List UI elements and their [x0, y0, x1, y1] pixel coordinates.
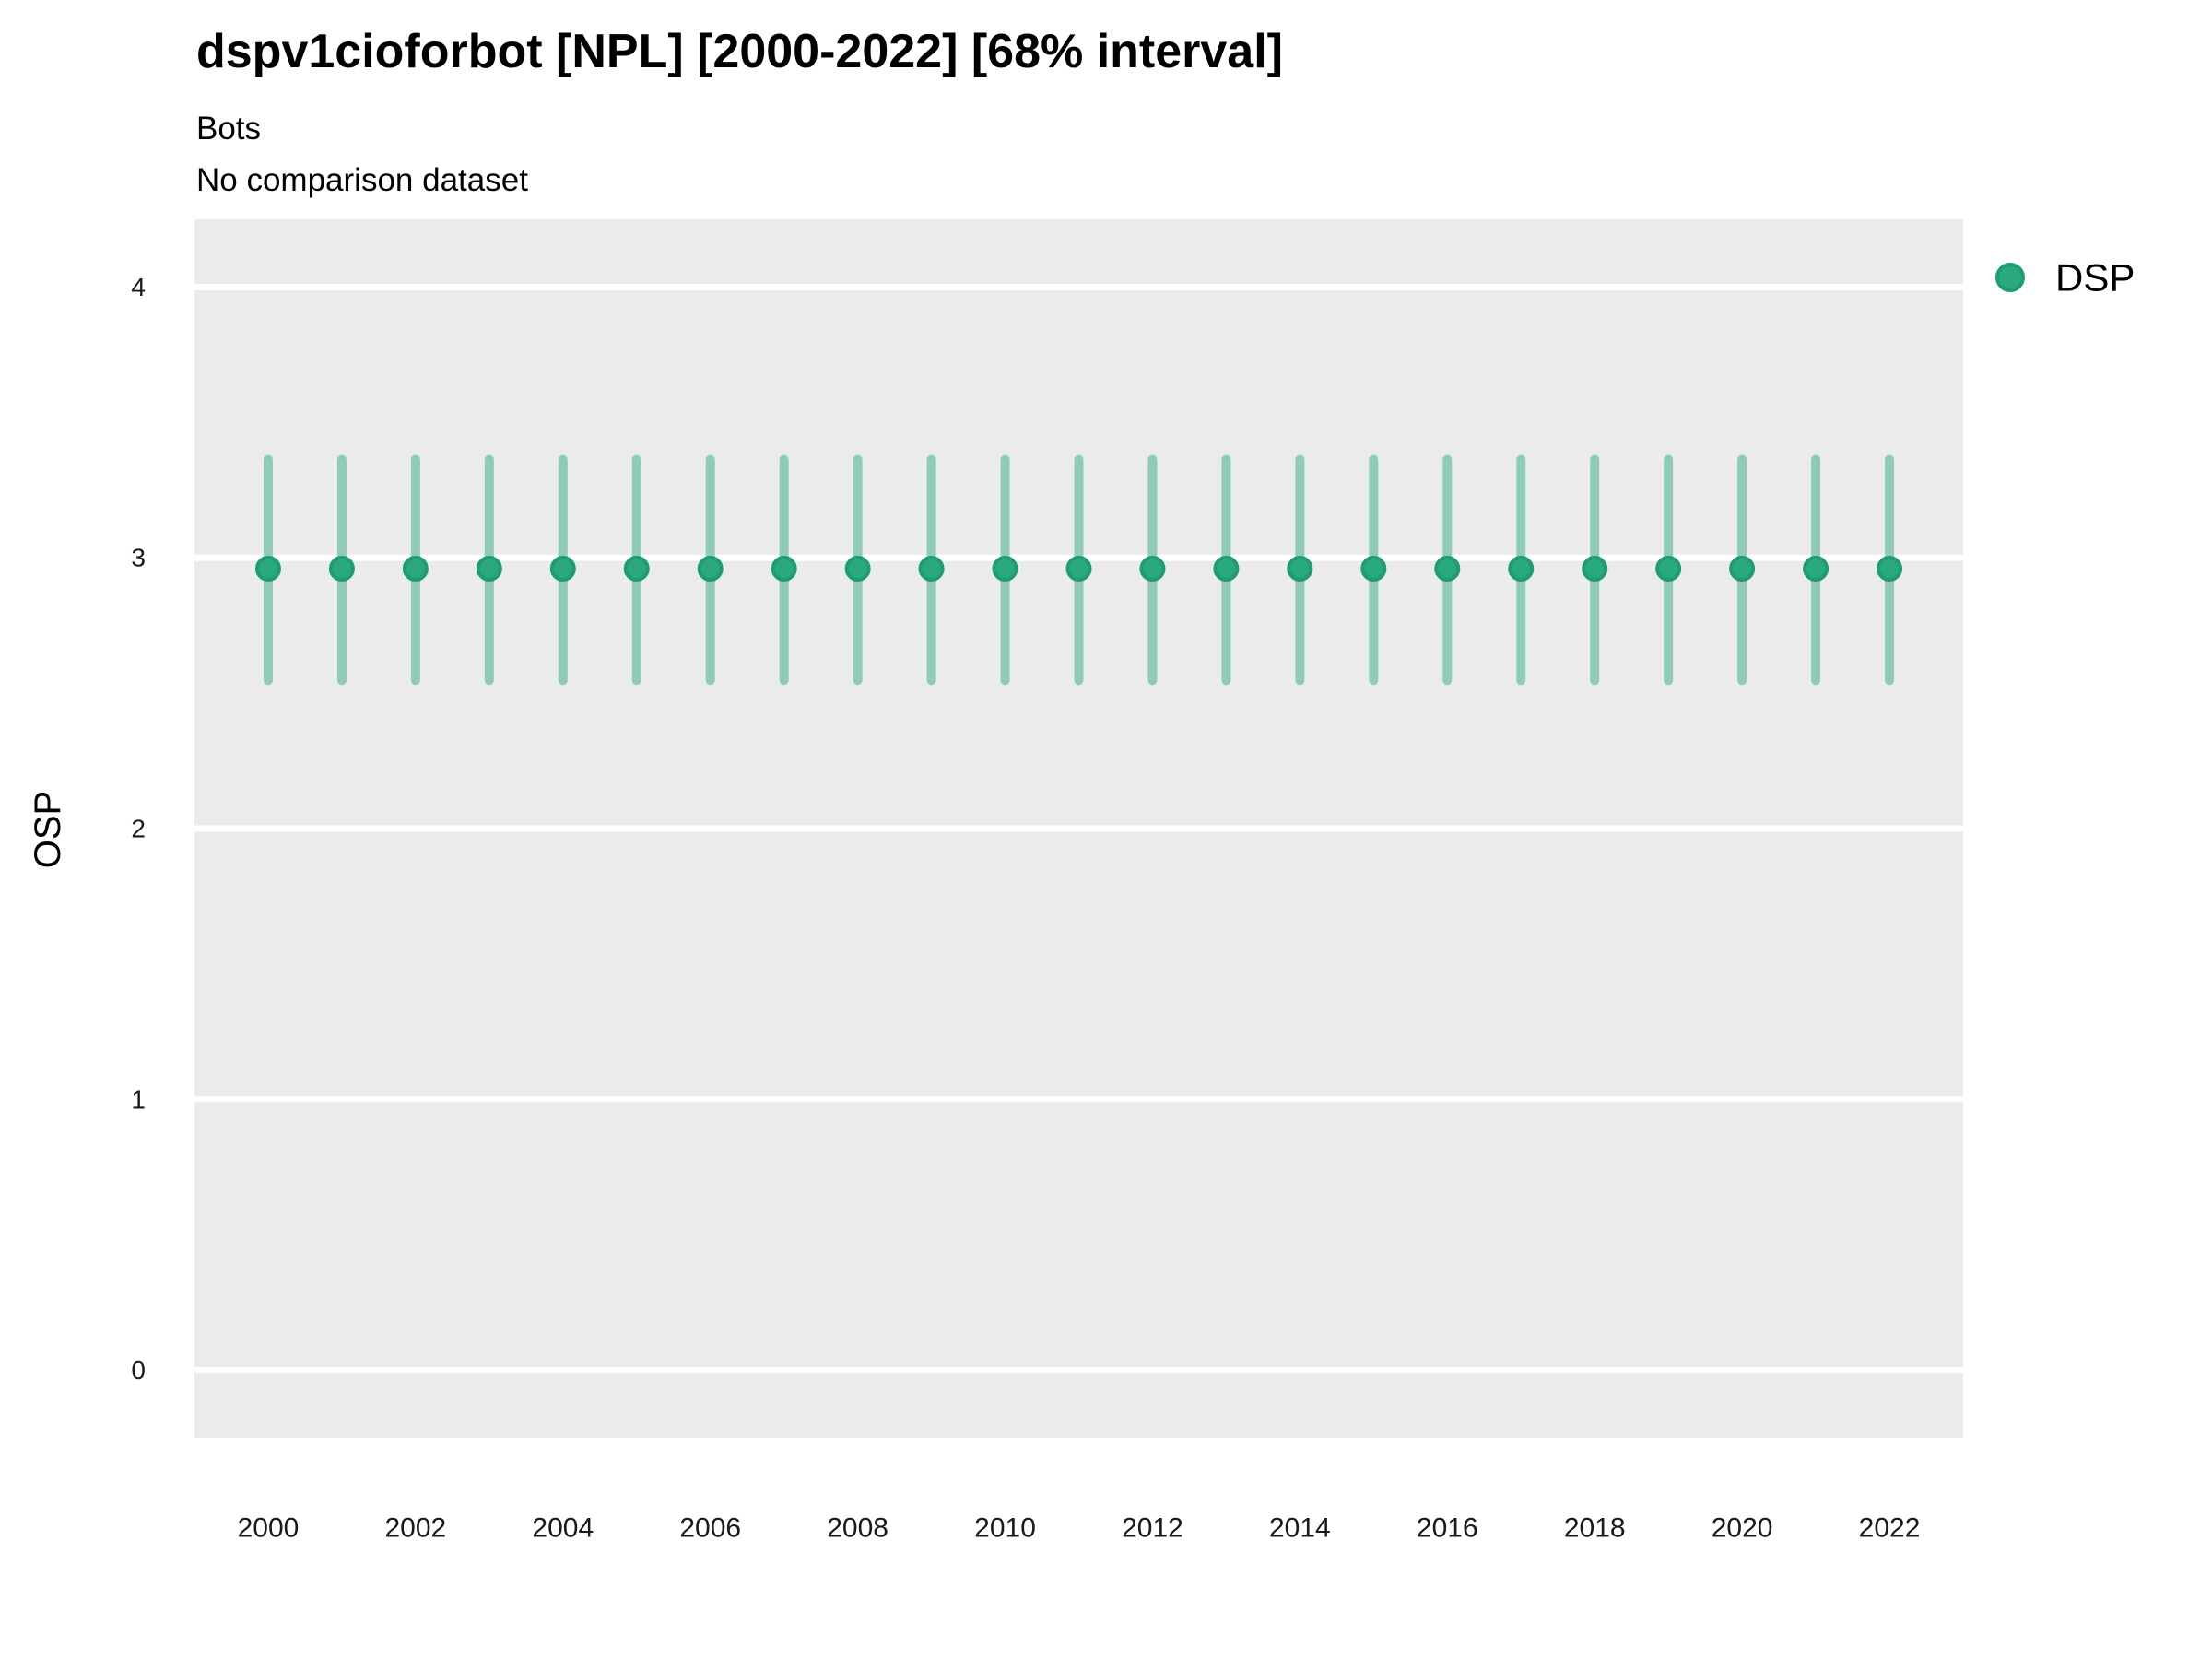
data-point-2004: [549, 555, 576, 582]
chart-subtitle-dataset: Bots: [196, 111, 262, 147]
data-point-2005: [623, 555, 650, 582]
y-axis-tick-label-4: 4: [131, 273, 146, 301]
data-point-2007: [771, 555, 797, 582]
data-point-2010: [992, 555, 1018, 582]
data-point-2014: [1287, 555, 1313, 582]
x-axis-tick-label-2016: 2016: [1417, 1513, 1478, 1544]
data-point-2013: [1213, 555, 1240, 582]
data-point-2018: [1582, 555, 1608, 582]
data-point-2020: [1729, 555, 1756, 582]
x-axis-tick-label-2004: 2004: [532, 1513, 594, 1544]
data-point-2021: [1803, 555, 1830, 582]
x-axis-tick-label-2006: 2006: [679, 1513, 741, 1544]
x-axis-tick-label-2012: 2012: [1122, 1513, 1183, 1544]
y-axis-title: OSP: [28, 791, 68, 868]
x-axis-tick-label-2002: 2002: [385, 1513, 447, 1544]
y-axis-tick-label-3: 3: [131, 544, 146, 572]
y-axis-tick-label-1: 1: [131, 1085, 146, 1113]
data-point-2008: [844, 555, 871, 582]
data-point-2022: [1877, 555, 1903, 582]
x-axis-tick-label-2022: 2022: [1859, 1513, 1921, 1544]
x-axis-tick-label-2010: 2010: [974, 1513, 1036, 1544]
data-point-2002: [402, 555, 429, 582]
chart-subtitle-comparison: No comparison dataset: [196, 162, 528, 198]
data-point-2019: [1655, 555, 1682, 582]
x-axis-tick-label-2000: 2000: [238, 1513, 300, 1544]
x-axis-tick-label-2020: 2020: [1712, 1513, 1773, 1544]
chart-title: dspv1cioforbot [NPL] [2000-2022] [68% in…: [196, 25, 1283, 78]
data-point-2006: [697, 555, 724, 582]
x-axis-tick-label-2018: 2018: [1564, 1513, 1626, 1544]
data-point-2000: [254, 555, 281, 582]
data-point-2011: [1065, 555, 1092, 582]
data-point-2003: [476, 555, 502, 582]
y-axis-tick-label-2: 2: [131, 815, 146, 843]
data-point-2012: [1139, 555, 1166, 582]
legend-label-dsp: DSP: [2055, 256, 2135, 300]
data-point-2001: [328, 555, 355, 582]
data-point-2016: [1434, 555, 1461, 582]
data-point-2015: [1360, 555, 1387, 582]
x-axis-tick-label-2008: 2008: [827, 1513, 888, 1544]
x-axis-tick-label-2014: 2014: [1269, 1513, 1331, 1544]
y-axis-tick-label-0: 0: [131, 1356, 146, 1384]
legend-key-dot-icon: [1995, 263, 2025, 292]
data-point-2017: [1508, 555, 1535, 582]
data-point-2009: [918, 555, 945, 582]
